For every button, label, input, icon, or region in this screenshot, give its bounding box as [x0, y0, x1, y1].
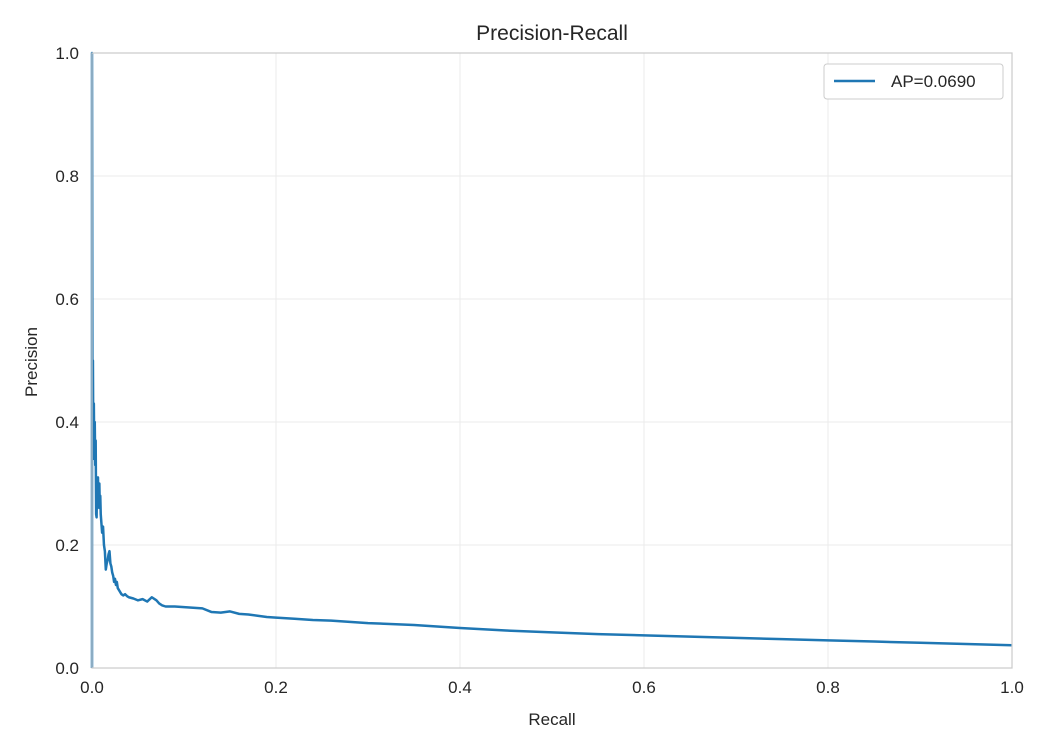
x-tick-label: 0.4 [448, 678, 472, 697]
y-tick-label: 0.2 [55, 536, 79, 555]
series-layer [90, 51, 1013, 668]
x-tick-label: 0.8 [816, 678, 840, 697]
legend-entry-label: AP=0.0690 [891, 72, 976, 91]
y-tick-label: 1.0 [55, 44, 79, 63]
legend-box [823, 63, 1004, 100]
x-tick-label: 1.0 [1000, 678, 1024, 697]
y-axis-label: Precision [22, 327, 41, 397]
series-line [90, 51, 1013, 668]
chart-title: Precision-Recall [476, 22, 628, 45]
tick-labels: 0.0 0.2 0.4 0.6 0.8 1.0 0.0 0.2 0.4 0.6 0.8 1.0 [55, 44, 1023, 697]
plot-frame [91, 52, 1013, 669]
plot-background [92, 53, 1012, 668]
x-axis-label: Recall [528, 710, 575, 729]
y-tick-label: 0.0 [55, 659, 79, 678]
y-tick-label: 0.6 [55, 290, 79, 309]
x-tick-label: 0.6 [632, 678, 656, 697]
x-tick-label: 0.2 [264, 678, 288, 697]
legend: AP=0.0690 [823, 63, 1004, 100]
y-tick-label: 0.4 [55, 413, 79, 432]
x-tick-label: 0.0 [80, 678, 104, 697]
y-tick-label: 0.8 [55, 167, 79, 186]
